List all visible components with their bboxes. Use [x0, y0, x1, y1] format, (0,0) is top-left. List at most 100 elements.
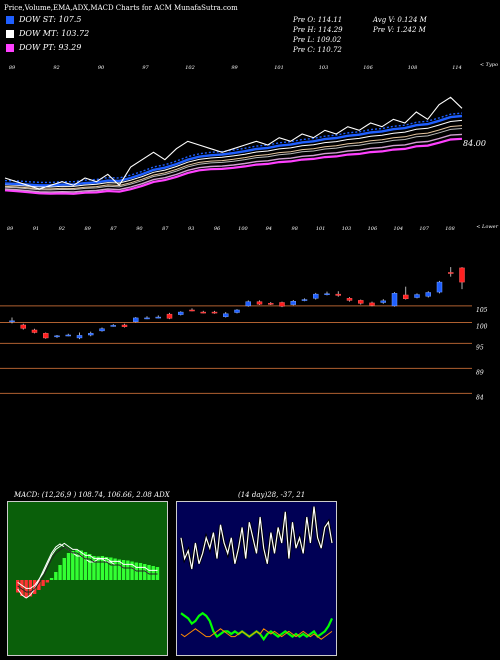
candle-down — [448, 272, 454, 274]
macd-chart — [16, 542, 160, 599]
legend-label-pt: DOW PT: 93.29 — [19, 43, 82, 52]
macd-bar-positive — [113, 558, 117, 580]
macd-bar-positive — [147, 565, 151, 580]
stat-low: Pre L: 109.02 — [293, 36, 342, 44]
lower-tick-label: 103 — [342, 226, 352, 232]
lower-tick-label: 101 — [316, 226, 326, 232]
candle-up — [324, 293, 330, 295]
macd-bar-positive — [143, 564, 147, 580]
candle-up — [178, 311, 184, 315]
right-axis-label: 89 — [476, 369, 484, 376]
price-chart: 89 92 90 97 102 99 101 103 106 108 114 84.00 89 91 92… — [0, 65, 488, 401]
candle-down — [189, 309, 195, 312]
lower-tick-label: 91 — [33, 226, 39, 232]
lower-tick-label: 93 — [188, 226, 194, 232]
candle-up — [65, 334, 71, 337]
upper-tick-label: 92 — [53, 65, 59, 71]
adx-line — [180, 506, 333, 570]
macd-bar-positive — [49, 578, 54, 580]
macd-bar-negative — [41, 580, 45, 586]
upper-tick-label: 106 — [363, 65, 373, 71]
stat-high: Pre H: 114.29 — [293, 26, 343, 34]
lower-tick-label: 96 — [214, 226, 221, 232]
macd-bar-negative — [20, 580, 24, 596]
candle-down — [335, 293, 341, 296]
legend-swatch-pt — [6, 43, 14, 52]
candle-down — [121, 324, 128, 327]
lower-tick-label: 108 — [445, 226, 455, 232]
candle-up — [54, 335, 60, 338]
lower-tick-label: 90 — [136, 226, 143, 232]
legend-item-pt: DOW PT: 93.29 — [6, 43, 81, 52]
minus-di-line — [180, 628, 333, 640]
candle-up — [313, 293, 319, 299]
candle-down — [369, 302, 375, 306]
upper-tick-label: 108 — [408, 65, 418, 71]
lower-tick-label: 92 — [59, 226, 65, 232]
macd-bar-positive — [151, 566, 155, 580]
candle-down — [346, 298, 353, 301]
lower-tick-label: 87 — [162, 226, 169, 232]
macd-bar-positive — [117, 559, 122, 580]
macd-signal-outline — [17, 542, 158, 589]
upper-tick-label: 102 — [185, 65, 195, 71]
candlestick-panel: 89 91 92 89 87 90 87 93 96 100 94 98 101 103 106 104 107… — [0, 226, 488, 401]
macd-bar-positive — [79, 550, 83, 580]
candle-up — [155, 316, 161, 319]
macd-bar-positive — [109, 557, 113, 580]
upper-axis-label: < Typo — [479, 62, 498, 68]
lower-tick-label: 87 — [110, 226, 117, 232]
upper-tick-label: 114 — [452, 65, 462, 71]
legend-swatch-mt — [6, 29, 14, 38]
lower-tick-label: 106 — [368, 226, 378, 232]
upper-tick-label: 103 — [319, 65, 329, 71]
ema-mid-line — [4, 125, 463, 190]
ema-pt-soft-line — [4, 133, 463, 193]
macd-bar-positive — [104, 557, 109, 580]
candle-up — [76, 335, 83, 339]
stat-volume: Pre V: 1.242 M — [373, 26, 426, 34]
lower-tick-label: 89 — [84, 226, 91, 232]
candle-up — [88, 333, 94, 336]
candle-down — [268, 303, 274, 305]
candle-up — [245, 301, 251, 307]
price-line — [4, 96, 463, 190]
ema-mt-line — [4, 119, 463, 188]
adx-header: (14 day)28, -37, 21 — [238, 491, 306, 499]
candle-down — [403, 294, 409, 299]
lower-tick-label: 107 — [419, 226, 429, 232]
lower-tick-label: 98 — [292, 226, 298, 232]
candle-up — [223, 313, 229, 317]
candle-up — [9, 320, 15, 323]
candle-down — [31, 329, 38, 333]
legend-item-mt: DOW MT: 103.72 — [6, 29, 89, 38]
legend-swatch-st — [6, 15, 14, 24]
macd-bar-positive — [100, 556, 105, 580]
macd-bar-positive — [62, 558, 66, 580]
macd-bar-positive — [58, 565, 62, 580]
candle-up — [436, 281, 443, 293]
candle-down — [358, 300, 364, 304]
ema-pt-line — [4, 137, 463, 195]
ema-short-dotted-line — [4, 112, 463, 184]
ema-st-line — [4, 114, 463, 187]
lower-tick-label: 94 — [266, 226, 272, 232]
candle-down — [20, 324, 26, 329]
macd-bar-positive — [130, 561, 134, 580]
macd-bar-positive — [75, 550, 79, 580]
macd-header: MACD: (12,26,9 ) 108.74, 106.66, 2.08 AD… — [14, 491, 170, 499]
macd-bar-negative — [24, 580, 28, 598]
candle-up — [290, 301, 296, 305]
upper-tick-label: 90 — [98, 65, 105, 71]
adx-panel — [176, 501, 337, 656]
upper-tick-label: 101 — [274, 65, 284, 71]
candle-down — [279, 302, 285, 307]
upper-tick-label: 97 — [142, 65, 149, 71]
lower-tick-label: 100 — [238, 226, 248, 232]
candle-up — [99, 328, 105, 332]
candle-down — [200, 311, 206, 314]
candle-up — [380, 300, 386, 303]
macd-bar-positive — [66, 553, 71, 580]
upper-tick-label: 89 — [9, 65, 16, 71]
candle-down — [256, 301, 263, 305]
